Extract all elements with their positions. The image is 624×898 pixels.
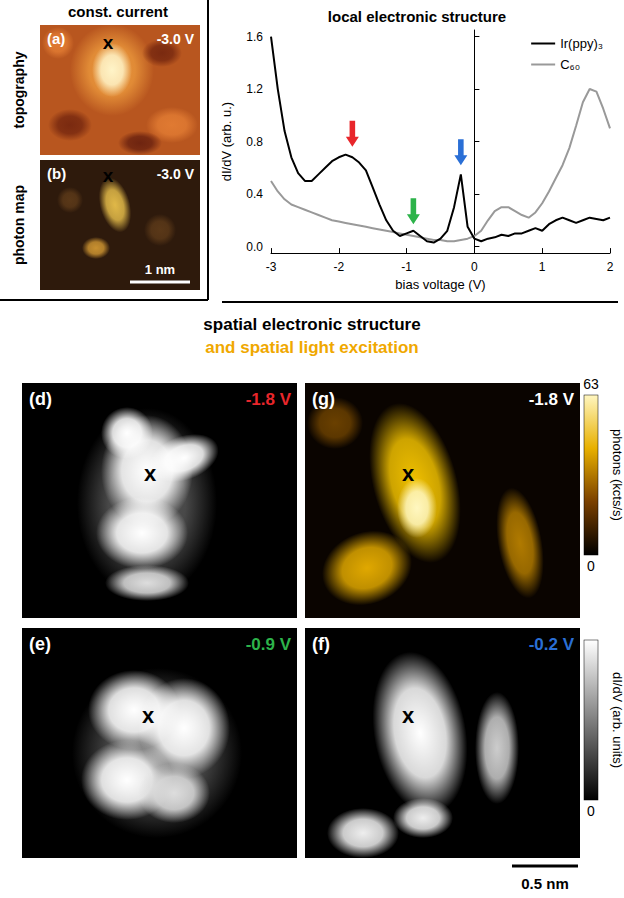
svg-text:x: x xyxy=(142,703,155,728)
svg-text:Ir(ppy)₃: Ir(ppy)₃ xyxy=(560,36,603,51)
svg-text:63: 63 xyxy=(583,376,599,392)
svg-text:0.4: 0.4 xyxy=(246,187,263,201)
svg-text:x: x xyxy=(103,32,114,53)
svg-text:x: x xyxy=(402,461,415,486)
svg-text:topography: topography xyxy=(11,51,27,128)
svg-text:0: 0 xyxy=(587,558,595,574)
svg-text:C₆₀: C₆₀ xyxy=(560,57,580,72)
svg-text:spatial electronic structure: spatial electronic structure xyxy=(203,315,420,334)
svg-text:(b): (b) xyxy=(47,165,66,182)
svg-text:(a): (a) xyxy=(47,30,65,47)
svg-text:(f): (f) xyxy=(312,634,330,654)
svg-text:-1.8 V: -1.8 V xyxy=(246,390,292,409)
svg-text:0: 0 xyxy=(471,260,478,274)
svg-text:-0.9 V: -0.9 V xyxy=(246,635,292,654)
svg-text:1.2: 1.2 xyxy=(246,82,263,96)
svg-text:0.8: 0.8 xyxy=(246,135,263,149)
svg-text:1: 1 xyxy=(539,260,546,274)
svg-text:(e): (e) xyxy=(29,634,51,654)
svg-text:(g): (g) xyxy=(312,389,335,409)
svg-text:-2: -2 xyxy=(333,260,344,274)
svg-text:dI/dV (arb. units): dI/dV (arb. units) xyxy=(610,672,624,768)
svg-text:2: 2 xyxy=(607,260,614,274)
svg-text:x: x xyxy=(103,165,114,186)
svg-text:0.0: 0.0 xyxy=(246,240,263,254)
svg-text:-3.0 V: -3.0 V xyxy=(157,31,195,47)
svg-text:0: 0 xyxy=(587,803,595,819)
svg-text:-1: -1 xyxy=(401,260,412,274)
svg-text:-1.8 V: -1.8 V xyxy=(529,390,575,409)
svg-text:0.5 nm: 0.5 nm xyxy=(521,875,569,892)
svg-text:x: x xyxy=(402,703,415,728)
svg-text:and spatial light excitation: and spatial light excitation xyxy=(205,338,418,357)
svg-text:-3: -3 xyxy=(266,260,277,274)
svg-text:1.6: 1.6 xyxy=(246,30,263,44)
svg-text:1 nm: 1 nm xyxy=(145,262,175,277)
svg-text:x: x xyxy=(144,461,157,486)
svg-text:const. current: const. current xyxy=(68,3,168,20)
svg-text:bias voltage (V): bias voltage (V) xyxy=(395,277,485,292)
svg-text:photons (kcts/s): photons (kcts/s) xyxy=(610,429,624,521)
svg-text:(d): (d) xyxy=(29,389,52,409)
svg-text:local electronic structure: local electronic structure xyxy=(328,8,506,25)
svg-text:-0.2 V: -0.2 V xyxy=(529,635,575,654)
svg-text:dI/dV (arb. u.): dI/dV (arb. u.) xyxy=(219,102,234,181)
svg-text:photon map: photon map xyxy=(11,185,27,265)
svg-text:-3.0 V: -3.0 V xyxy=(157,166,195,182)
